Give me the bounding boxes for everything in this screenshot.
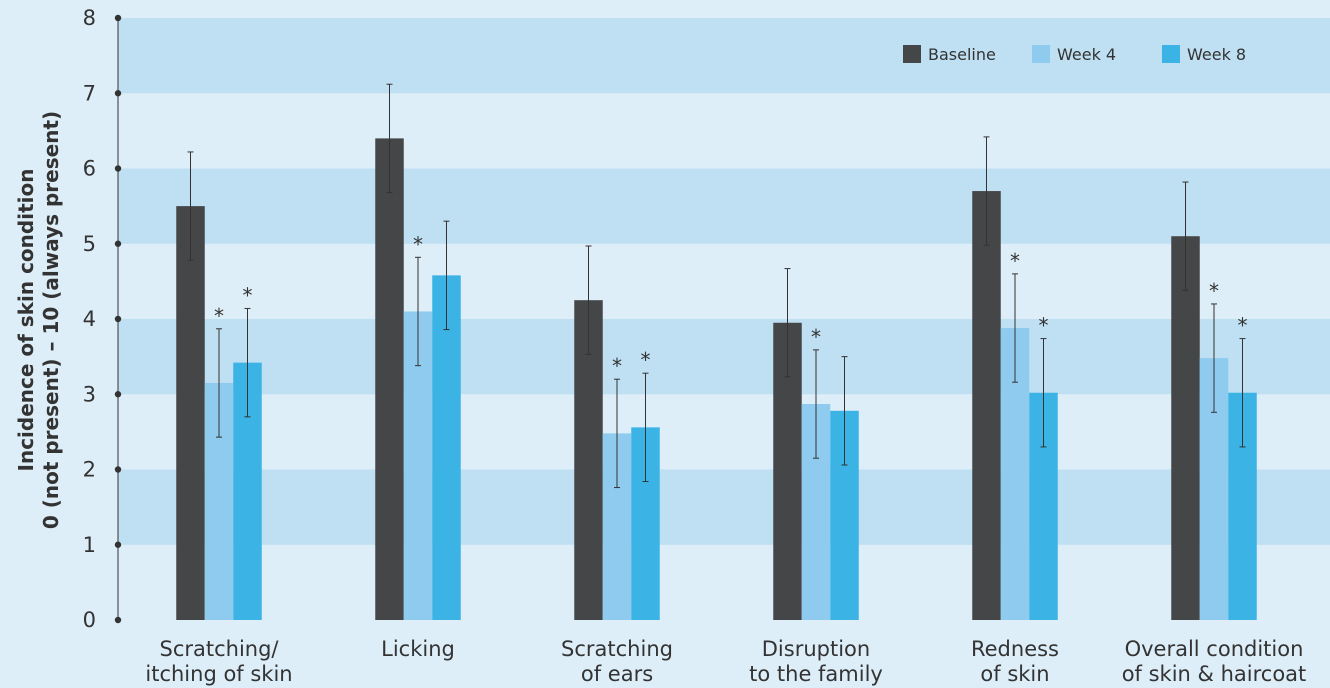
grid-band: [118, 18, 1330, 94]
x-category-label: Licking: [381, 637, 455, 661]
significance-marker: *: [612, 354, 622, 378]
y-tick-label: 2: [83, 458, 96, 482]
y-tick-label: 4: [83, 307, 96, 331]
bar-baseline: [972, 191, 1001, 620]
significance-marker: *: [214, 304, 224, 328]
bar-week-8: [432, 275, 461, 620]
y-tick-dot: [114, 165, 122, 172]
legend-swatch: [903, 45, 921, 63]
y-axis-title: 0 (not present) – 10 (always present): [39, 111, 63, 529]
legend-label: Week 8: [1187, 45, 1246, 64]
y-tick-dot: [114, 240, 122, 247]
x-category-label: itching of skin: [145, 662, 292, 686]
grid-band: [118, 469, 1330, 545]
bar-baseline: [1171, 236, 1200, 620]
x-category-label: Overall condition: [1125, 637, 1304, 661]
y-tick-dot: [114, 391, 122, 398]
y-tick-dot: [114, 466, 122, 473]
bar-baseline: [375, 138, 404, 620]
grid-band: [118, 394, 1330, 470]
significance-marker: *: [811, 325, 821, 349]
significance-marker: *: [641, 348, 651, 372]
y-tick-label: 6: [83, 157, 96, 181]
y-tick-dot: [114, 14, 122, 22]
significance-marker: *: [1010, 249, 1020, 273]
grid-band: [118, 93, 1330, 169]
y-tick-label: 1: [83, 533, 96, 557]
significance-marker: *: [1039, 314, 1049, 338]
y-tick-dot: [114, 90, 122, 97]
x-category-label: to the family: [749, 662, 883, 686]
x-category-label: Scratching/: [159, 637, 279, 661]
y-tick-label: 7: [83, 81, 96, 105]
x-category-label: Scratching: [561, 637, 673, 661]
x-category-label: of skin: [980, 662, 1049, 686]
y-tick-label: 3: [83, 382, 96, 406]
grid-band: [118, 243, 1330, 319]
legend-label: Baseline: [928, 45, 996, 64]
x-category-label: of ears: [581, 662, 653, 686]
grid-band: [118, 168, 1330, 244]
y-tick-label: 5: [83, 232, 96, 256]
significance-marker: *: [243, 283, 253, 307]
legend-swatch: [1162, 45, 1180, 63]
grid-band: [118, 319, 1330, 395]
x-category-label: Disruption: [762, 637, 870, 661]
y-tick-dot: [114, 541, 122, 548]
significance-marker: *: [1238, 314, 1248, 338]
y-tick-label: 8: [83, 6, 96, 30]
significance-marker: *: [413, 232, 423, 256]
legend-label: Week 4: [1057, 45, 1116, 64]
x-category-label: Redness: [971, 637, 1059, 661]
bar-baseline: [176, 206, 205, 620]
y-tick-dot: [114, 315, 122, 323]
grid-band: [118, 544, 1330, 620]
x-category-label: of skin & haircoat: [1122, 662, 1307, 686]
significance-marker: *: [1209, 279, 1219, 303]
y-tick-label: 0: [83, 608, 96, 632]
legend-swatch: [1032, 45, 1050, 63]
y-tick-dot: [114, 616, 122, 624]
y-axis-title: Incidence of skin condition: [14, 169, 38, 472]
